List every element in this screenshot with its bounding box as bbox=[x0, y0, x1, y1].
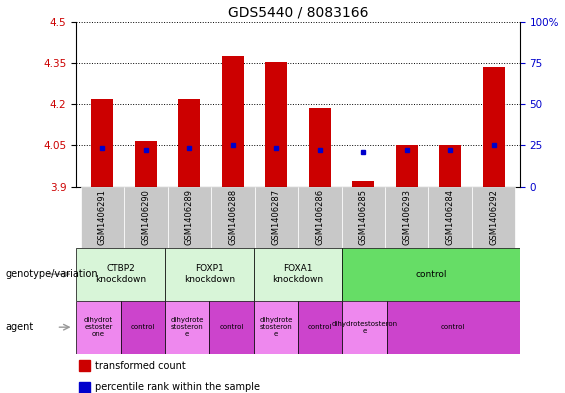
Text: GSM1406287: GSM1406287 bbox=[272, 189, 281, 245]
Text: GSM1406284: GSM1406284 bbox=[446, 189, 455, 245]
Bar bbox=[353, 181, 374, 187]
Bar bbox=[79, 382, 90, 393]
Bar bbox=[124, 187, 168, 248]
Bar bbox=[254, 301, 298, 354]
Text: control: control bbox=[308, 324, 332, 330]
Bar bbox=[76, 248, 165, 301]
Text: genotype/variation: genotype/variation bbox=[6, 269, 98, 279]
Bar bbox=[396, 145, 418, 187]
Bar bbox=[255, 187, 298, 248]
Bar bbox=[222, 56, 244, 187]
Bar bbox=[79, 360, 90, 371]
Bar bbox=[165, 248, 254, 301]
Bar bbox=[135, 141, 157, 187]
Text: GSM1406292: GSM1406292 bbox=[489, 189, 498, 245]
Text: transformed count: transformed count bbox=[95, 361, 186, 371]
Text: GSM1406288: GSM1406288 bbox=[228, 189, 237, 245]
Bar bbox=[342, 301, 387, 354]
Bar bbox=[387, 301, 520, 354]
Bar bbox=[211, 187, 255, 248]
Text: agent: agent bbox=[6, 322, 34, 332]
Text: dihydrote
stosteron
e: dihydrote stosteron e bbox=[259, 317, 293, 337]
Bar bbox=[472, 187, 515, 248]
Bar bbox=[298, 301, 342, 354]
Bar bbox=[92, 99, 113, 187]
Bar bbox=[385, 187, 428, 248]
Text: control: control bbox=[131, 324, 155, 330]
Bar bbox=[341, 187, 385, 248]
Text: dihydrote
stosteron
e: dihydrote stosteron e bbox=[171, 317, 204, 337]
Bar bbox=[440, 145, 461, 187]
Bar bbox=[168, 187, 211, 248]
Text: CTBP2
knockdown: CTBP2 knockdown bbox=[95, 264, 146, 284]
Text: GSM1406285: GSM1406285 bbox=[359, 189, 368, 245]
Bar bbox=[179, 99, 200, 187]
Text: control: control bbox=[415, 270, 447, 279]
Bar bbox=[266, 61, 287, 187]
Text: control: control bbox=[219, 324, 244, 330]
Bar bbox=[254, 248, 342, 301]
Text: dihydrotestosteron
e: dihydrotestosteron e bbox=[332, 321, 398, 334]
Text: GSM1406291: GSM1406291 bbox=[98, 189, 107, 245]
Text: dihydrot
estoster
one: dihydrot estoster one bbox=[84, 317, 113, 337]
Text: GSM1406293: GSM1406293 bbox=[402, 189, 411, 245]
Title: GDS5440 / 8083166: GDS5440 / 8083166 bbox=[228, 5, 368, 19]
Bar bbox=[76, 301, 121, 354]
Text: FOXP1
knockdown: FOXP1 knockdown bbox=[184, 264, 235, 284]
Bar bbox=[298, 187, 341, 248]
Text: GSM1406290: GSM1406290 bbox=[141, 189, 150, 245]
Text: GSM1406286: GSM1406286 bbox=[315, 189, 324, 245]
Bar bbox=[210, 301, 254, 354]
Bar bbox=[342, 248, 520, 301]
Bar bbox=[309, 108, 331, 187]
Bar bbox=[121, 301, 165, 354]
Text: FOXA1
knockdown: FOXA1 knockdown bbox=[272, 264, 324, 284]
Text: GSM1406289: GSM1406289 bbox=[185, 189, 194, 245]
Text: percentile rank within the sample: percentile rank within the sample bbox=[95, 382, 260, 393]
Text: control: control bbox=[441, 324, 466, 330]
Bar bbox=[165, 301, 210, 354]
Bar bbox=[483, 67, 505, 187]
Bar bbox=[428, 187, 472, 248]
Bar bbox=[81, 187, 124, 248]
